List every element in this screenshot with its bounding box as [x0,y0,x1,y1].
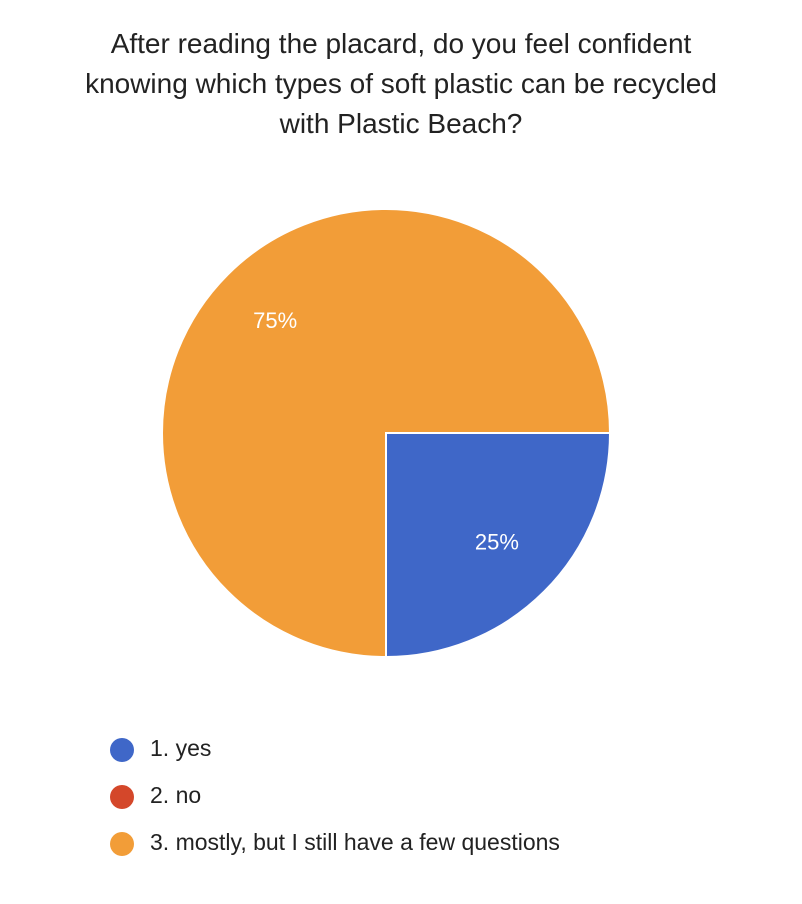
legend-marker [110,738,134,762]
pie-slice [161,208,612,659]
legend-marker [110,785,134,809]
legend-label: 2. no [150,782,201,808]
slice-label: 75% [253,308,297,333]
pie-slice [385,432,612,659]
chart-title: After reading the placard, do you feel c… [85,28,717,139]
legend-label: 1. yes [150,735,211,761]
legend-label: 3. mostly, but I still have a few questi… [150,829,560,855]
legend-marker [110,832,134,856]
slice-label: 25% [475,530,519,555]
